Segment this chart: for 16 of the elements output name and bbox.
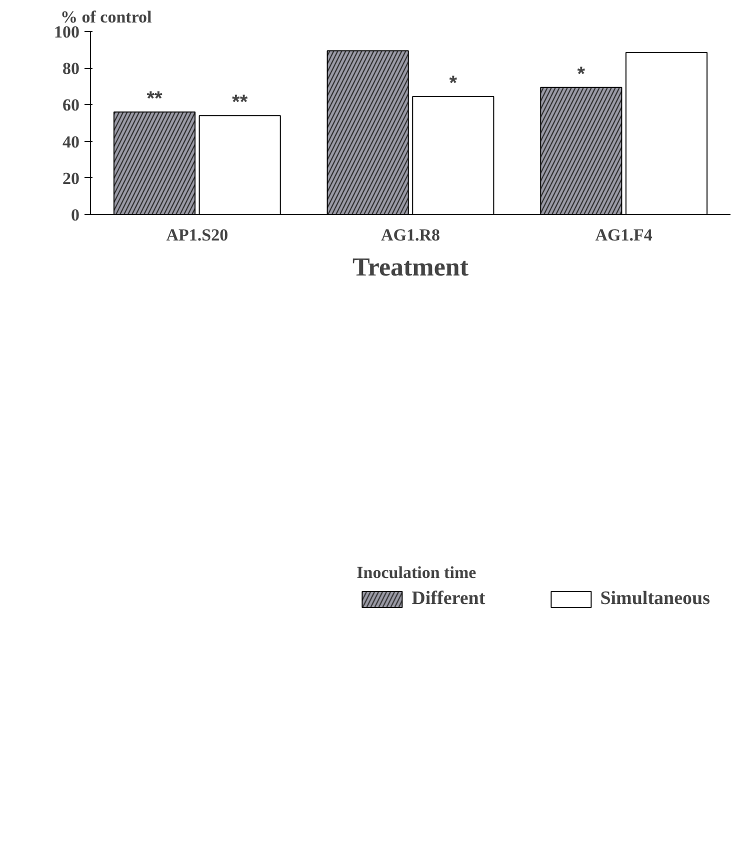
y-tick-label: 40 (62, 132, 80, 152)
x-tick-label: AG1.R8 (380, 226, 440, 244)
x-axis-title: Treatment (352, 252, 469, 282)
y-tick-label: 0 (71, 206, 80, 224)
x-tick-label: AG1.F4 (595, 226, 653, 244)
x-tick-label: AP1.S20 (166, 226, 228, 244)
y-tick-label: 80 (62, 59, 80, 78)
y-tick-label: 20 (62, 168, 80, 188)
legend-label: Simultaneous (600, 588, 710, 610)
data-label: ** (232, 92, 248, 114)
y-tick-label: 60 (62, 96, 80, 115)
data-label: * (577, 63, 586, 86)
legend-label: Different (412, 588, 486, 610)
legend-title: Inoculation time (356, 563, 478, 583)
data-label: * (449, 72, 458, 94)
data-label: ** (146, 88, 162, 110)
